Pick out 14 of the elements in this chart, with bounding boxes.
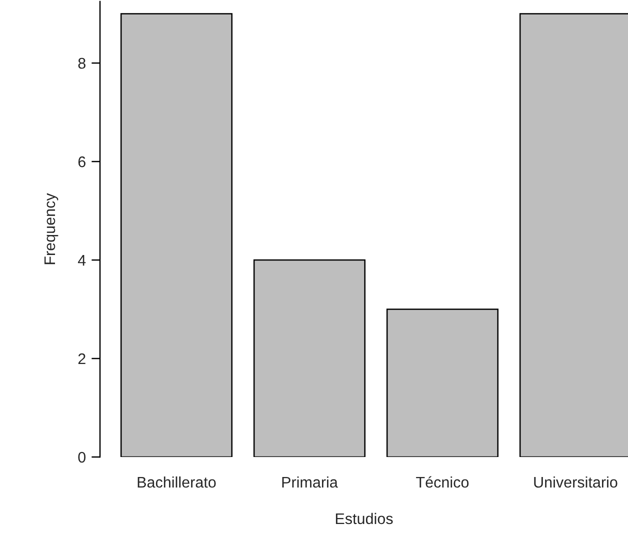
bar <box>120 13 232 457</box>
y-tick-label: 8 <box>78 58 86 69</box>
y-tick-label: 4 <box>78 255 86 266</box>
bar <box>386 308 498 457</box>
y-axis-title: Frequency <box>44 193 58 264</box>
y-tick-label: 6 <box>78 156 86 168</box>
y-tick-label: 2 <box>78 353 86 364</box>
x-tick-label: Primaria <box>282 476 338 488</box>
x-tick-label: Técnico <box>416 476 469 488</box>
x-tick-label: Bachillerato <box>138 476 216 488</box>
y-tick-label: 0 <box>78 452 86 463</box>
x-tick-label: Universitario <box>534 476 618 488</box>
bar <box>253 259 366 457</box>
x-axis-title: Estudios <box>336 512 393 524</box>
